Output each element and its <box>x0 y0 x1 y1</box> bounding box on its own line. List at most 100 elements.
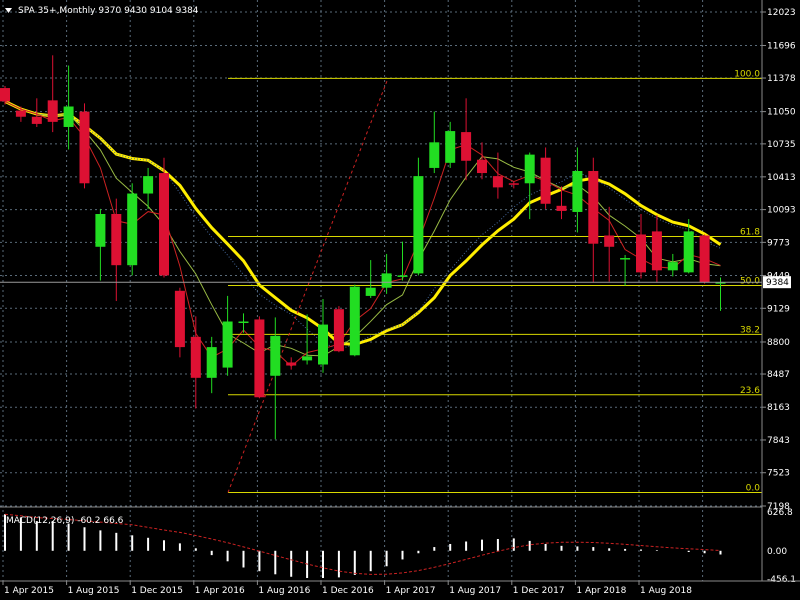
macd-tick-label: -456.1 <box>767 575 796 585</box>
candle-body <box>651 231 662 271</box>
candle-body <box>190 336 201 378</box>
price-tick-label: 10735 <box>767 140 796 150</box>
candle-body <box>699 235 710 283</box>
fib-level-label: 0.0 <box>746 483 761 493</box>
candle-body <box>333 309 344 352</box>
candle-body <box>620 258 631 260</box>
candle-body <box>349 286 360 356</box>
price-tick-label: 11378 <box>767 74 796 84</box>
price-tick-label: 9773 <box>767 238 790 248</box>
candle-body <box>31 116 42 124</box>
candle-body <box>683 231 694 273</box>
time-tick-label: 1 Dec 2016 <box>322 586 374 596</box>
time-tick-label: 1 Apr 2017 <box>386 586 436 596</box>
candle-body <box>159 173 169 276</box>
moving-average-thick <box>4 100 722 346</box>
candle-body <box>254 319 265 398</box>
price-tick-label: 7523 <box>767 469 790 479</box>
moving-average-dotted <box>4 100 721 351</box>
fib-level-label: 38.2 <box>740 325 760 335</box>
price-tick-label: 7198 <box>767 502 790 512</box>
time-tick-label: 1 Aug 2015 <box>68 586 120 596</box>
candle-body <box>508 183 519 185</box>
trend-line[interactable] <box>227 78 389 493</box>
candle-body <box>365 287 376 296</box>
candles <box>0 55 726 440</box>
candle-body <box>47 100 58 122</box>
macd-tick-label: 626.8 <box>767 508 793 518</box>
candle-body <box>588 171 599 244</box>
candle-body <box>397 275 408 277</box>
candle-body <box>413 176 424 274</box>
candle-body <box>143 176 154 194</box>
macd-tick-label: 0.00 <box>767 547 787 557</box>
candle-body <box>429 142 440 168</box>
candle-body <box>174 290 185 348</box>
axes: 9384 12023 11696 11378 11050 10735 10413 10093 9… <box>0 8 796 596</box>
candle-body <box>667 262 678 271</box>
moving-average-slow <box>4 100 721 357</box>
fib-level-label: 50.0 <box>740 276 760 286</box>
price-tick-label: 8800 <box>767 338 790 348</box>
time-tick-label: 1 Apr 2015 <box>4 586 54 596</box>
price-tick-label: 8487 <box>767 370 790 380</box>
candle-body <box>15 110 26 117</box>
candle-body <box>238 321 249 324</box>
symbol-caption: SPA 35+,Monthly 9370 9430 9104 9384 <box>18 6 199 16</box>
fib-level-label: 100.0 <box>734 69 760 79</box>
time-tick-label: 1 Dec 2015 <box>131 586 183 596</box>
moving-averages <box>4 100 722 367</box>
candle-body <box>270 335 281 376</box>
price-tick-label: 8163 <box>767 403 790 413</box>
fib-level-label: 61.8 <box>740 228 760 238</box>
candle-body <box>540 157 551 204</box>
candle-body <box>381 273 392 288</box>
dropdown-arrow-icon[interactable] <box>5 8 12 13</box>
candle-body <box>492 176 503 188</box>
candle-body <box>95 214 106 247</box>
candle-body <box>636 234 646 273</box>
price-tick-label: 11050 <box>767 108 796 118</box>
candle-body <box>63 106 74 127</box>
macd-caption: MACD(12,26,9) -60.2 66.6 <box>6 516 124 526</box>
grid <box>0 0 762 581</box>
time-tick-label: 1 Apr 2018 <box>576 586 626 596</box>
fibonacci-retracement[interactable]: 100.0 61.8 50.0 38.2 23.6 0.0 <box>228 69 762 493</box>
price-tick-label: 9129 <box>767 304 790 314</box>
candle-body <box>206 347 217 378</box>
time-tick-label: 1 Aug 2016 <box>258 586 310 596</box>
candle-body <box>715 282 726 284</box>
time-tick-label: 1 Aug 2017 <box>449 586 501 596</box>
time-tick-label: 1 Dec 2017 <box>513 586 565 596</box>
fib-level-label: 23.6 <box>740 386 760 396</box>
candle-body <box>0 88 10 102</box>
macd-panel: 626.8 0.00 -456.1 <box>4 508 796 585</box>
candle-body <box>79 111 90 184</box>
candle-body <box>222 321 233 368</box>
candle-body <box>111 214 122 266</box>
candle-body <box>127 193 138 266</box>
moving-average-fast <box>4 100 721 367</box>
candle-body <box>524 154 535 184</box>
price-tick-label: 9449 <box>767 272 790 282</box>
candle-body <box>604 235 615 247</box>
current-price-label: 9384 <box>766 278 789 288</box>
macd-signal-line <box>4 513 721 575</box>
candle-body <box>302 356 313 361</box>
candle-body <box>477 159 487 174</box>
candle-body <box>318 324 328 365</box>
time-tick-label: 1 Apr 2016 <box>195 586 245 596</box>
price-tick-label: 12023 <box>767 8 796 18</box>
candle-body <box>445 131 456 163</box>
candle-body <box>286 362 297 366</box>
price-tick-label: 11696 <box>767 41 796 51</box>
price-tick-label: 10413 <box>767 173 796 183</box>
price-tick-label: 7843 <box>767 436 790 446</box>
candle-body <box>556 205 567 211</box>
candle-body <box>572 171 583 212</box>
candle-body <box>461 132 472 161</box>
time-tick-label: 1 Aug 2018 <box>640 586 692 596</box>
fib-trend-line[interactable] <box>227 78 389 493</box>
